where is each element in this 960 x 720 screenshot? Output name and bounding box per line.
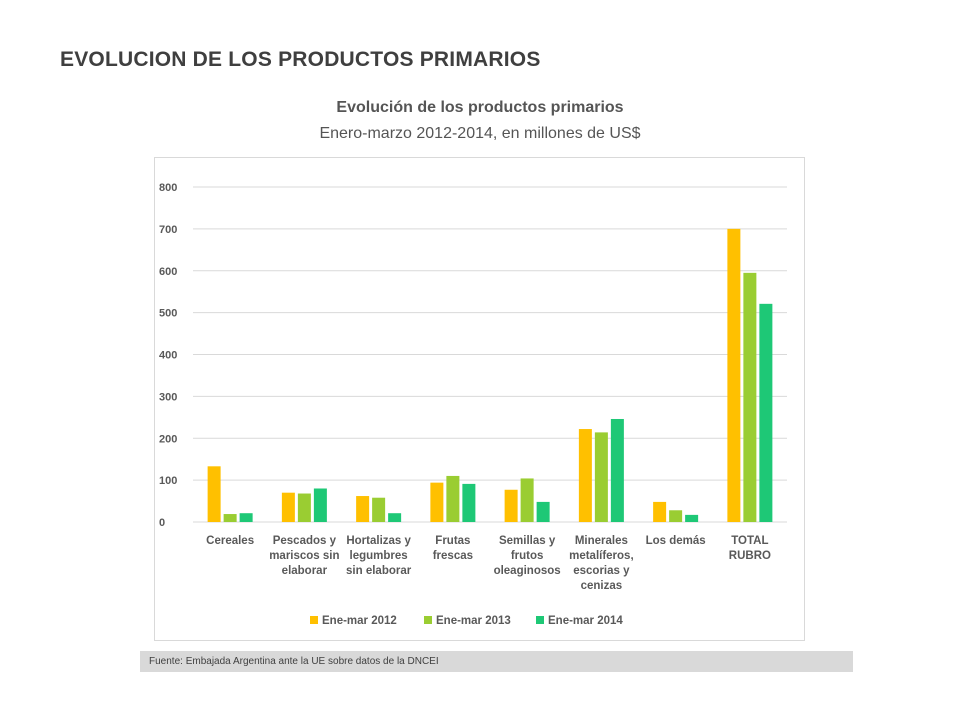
y-tick-label: 0	[159, 517, 165, 529]
bar	[594, 432, 608, 522]
x-category-label: Pescados y	[273, 535, 337, 547]
y-tick-label: 300	[159, 391, 177, 403]
y-tick-label: 800	[159, 182, 177, 194]
bar	[462, 483, 476, 522]
bar	[239, 513, 253, 522]
x-category-label: Los demás	[646, 535, 706, 547]
bar	[504, 489, 518, 522]
y-tick-label: 600	[159, 266, 177, 278]
bar	[207, 466, 221, 522]
page-title: EVOLUCION DE LOS PRODUCTOS PRIMARIOS	[60, 48, 541, 71]
x-category-label: escorias y	[573, 565, 630, 577]
x-category-label: Frutas	[435, 535, 470, 547]
bar	[430, 482, 444, 522]
bar	[297, 493, 311, 522]
legend-label: Ene-mar 2012	[322, 615, 397, 627]
y-tick-label: 100	[159, 475, 177, 487]
x-category-label: Semillas y	[499, 535, 556, 547]
x-category-label: legumbres	[350, 550, 408, 562]
x-category-label: sin elaborar	[346, 565, 412, 577]
x-category-label: TOTAL	[731, 535, 768, 547]
x-category-label: frutos	[511, 550, 544, 562]
legend-swatch	[310, 616, 318, 624]
legend-swatch	[424, 616, 432, 624]
x-category-label: mariscos sin	[269, 550, 339, 562]
legend-swatch	[536, 616, 544, 624]
bar	[372, 497, 386, 522]
x-category-label: frescas	[433, 550, 473, 562]
bar	[610, 418, 624, 522]
bar	[281, 492, 295, 522]
y-tick-label: 200	[159, 433, 177, 445]
bar	[446, 475, 460, 522]
bar	[536, 501, 550, 522]
bar	[743, 272, 757, 522]
y-tick-label: 400	[159, 350, 177, 362]
x-category-label: RUBRO	[729, 550, 771, 562]
bar	[578, 429, 592, 522]
source-note: Fuente: Embajada Argentina ante la UE so…	[140, 651, 853, 672]
x-category-label: metalíferos,	[569, 550, 634, 562]
x-category-label: Minerales	[575, 535, 628, 547]
bar	[223, 514, 237, 522]
legend-label: Ene-mar 2014	[548, 615, 623, 627]
bar	[669, 510, 683, 522]
bar	[759, 303, 773, 522]
bar	[727, 228, 741, 522]
x-category-label: oleaginosos	[494, 565, 561, 577]
bar	[388, 513, 402, 522]
x-category-label: Hortalizas y	[346, 535, 411, 547]
chart-subtitle: Enero-marzo 2012-2014, en millones de US…	[319, 125, 641, 142]
y-tick-label: 500	[159, 308, 177, 320]
y-tick-label: 700	[159, 224, 177, 236]
bar	[685, 514, 699, 522]
legend-label: Ene-mar 2013	[436, 615, 511, 627]
x-category-label: Cereales	[206, 535, 254, 547]
chart-title: Evolución de los productos primarios	[336, 99, 624, 116]
bar	[356, 496, 370, 522]
chart-area: 0 100 200 300 400 500 600 700 800 Cereales Pescado…	[154, 157, 805, 641]
bar-chart: 0 100 200 300 400 500 600 700 800 Cereales Pescado…	[159, 182, 787, 627]
bar	[520, 478, 534, 522]
x-category-label: elaborar	[282, 565, 328, 577]
bar	[313, 488, 327, 522]
bar	[653, 501, 667, 522]
x-category-label: cenizas	[581, 580, 623, 592]
